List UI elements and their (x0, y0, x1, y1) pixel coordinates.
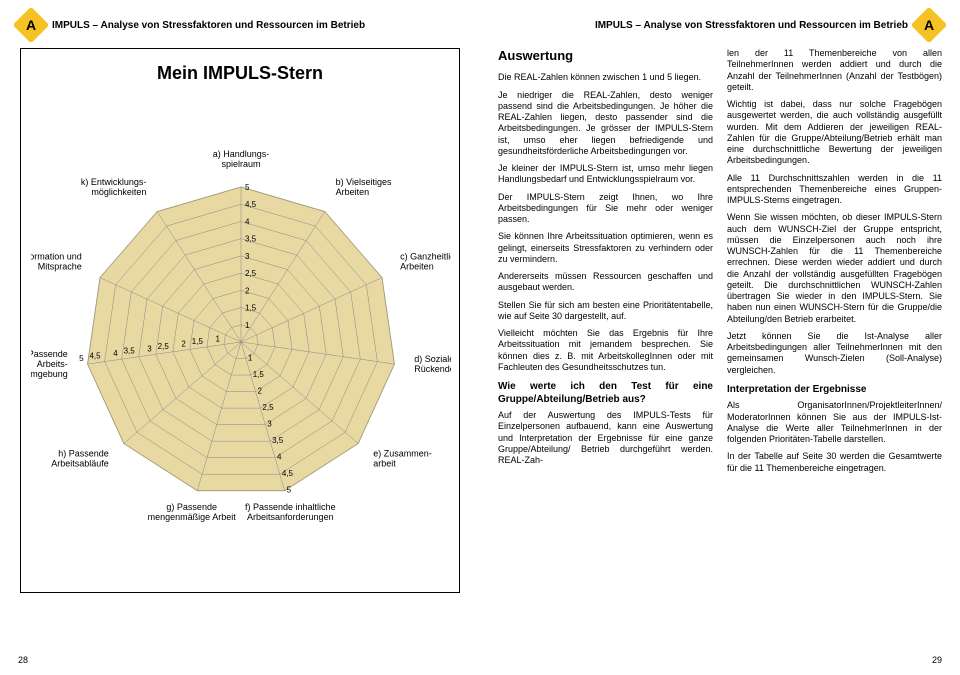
right-page: A IMPULS – Analyse von Stressfaktoren un… (480, 0, 960, 675)
svg-text:Rückendeckung: Rückendeckung (414, 364, 451, 374)
svg-text:i) Passende: i) Passende (31, 349, 68, 359)
svg-text:k) Entwicklungs-: k) Entwicklungs- (81, 177, 147, 187)
svg-text:2: 2 (258, 387, 263, 396)
para: Je kleiner der IMPULS-Stern ist, umso me… (498, 163, 713, 186)
svg-text:1: 1 (245, 321, 250, 330)
col-2: len der 11 Themenbereiche von allen Teil… (727, 48, 942, 480)
svg-text:1,5: 1,5 (245, 304, 257, 313)
left-page: A IMPULS – Analyse von Stressfaktoren un… (0, 0, 480, 675)
svg-text:e) Zusammen-: e) Zusammen- (373, 449, 432, 459)
para: Vielleicht möchten Sie das Ergebnis für … (498, 328, 713, 373)
svg-text:5: 5 (79, 354, 84, 363)
svg-text:3,5: 3,5 (272, 436, 284, 445)
svg-text:Arbeitsanforderungen: Arbeitsanforderungen (247, 512, 334, 522)
para: Je niedriger die REAL-Zahlen, desto weni… (498, 90, 713, 158)
svg-text:b) Vielseitiges: b) Vielseitiges (336, 177, 392, 187)
radar-chart-panel: Mein IMPULS-Stern 11,522,533,544,5511,52… (20, 48, 460, 593)
svg-text:d) Soziale: d) Soziale (414, 354, 451, 364)
svg-text:1,5: 1,5 (192, 337, 204, 346)
right-header: A IMPULS – Analyse von Stressfaktoren un… (498, 12, 942, 38)
para: Der IMPULS-Stern zeigt Ihnen, wo Ihre Ar… (498, 192, 713, 226)
right-header-line: IMPULS – Analyse von Stressfaktoren und … (498, 20, 908, 31)
left-header: A IMPULS – Analyse von Stressfaktoren un… (18, 12, 462, 38)
para: Jetzt können Sie die Ist-Analyse aller A… (727, 331, 942, 376)
para: Sie können Ihre Arbeitssituation optimie… (498, 231, 713, 265)
para: Wichtig ist dabei, dass nur solche Frage… (727, 99, 942, 167)
right-header-title: IMPULS – Analyse von Stressfaktoren und … (498, 20, 908, 31)
svg-text:g) Passende: g) Passende (166, 502, 217, 512)
svg-text:mengenmäßige Arbeit: mengenmäßige Arbeit (148, 512, 237, 522)
svg-text:4: 4 (245, 217, 250, 226)
para: Wenn Sie wissen möchten, ob dieser IMPUL… (727, 212, 942, 325)
svg-text:2,5: 2,5 (262, 403, 274, 412)
svg-text:spielraum: spielraum (221, 159, 260, 169)
svg-text:3: 3 (147, 344, 152, 353)
svg-text:möglichkeiten: möglichkeiten (91, 187, 146, 197)
svg-text:Arbeiten: Arbeiten (400, 261, 434, 271)
svg-text:4,5: 4,5 (245, 200, 257, 209)
radar-chart-svg: 11,522,533,544,5511,522,533,544,5511,522… (31, 92, 451, 562)
svg-text:j) Information und: j) Information und (31, 251, 82, 261)
svg-text:4,5: 4,5 (282, 469, 294, 478)
svg-text:Arbeitsabläufe: Arbeitsabläufe (51, 459, 109, 469)
svg-text:4,5: 4,5 (89, 352, 101, 361)
para: Auf der Auswertung des IMPULS-Tests für … (498, 410, 713, 466)
svg-text:2: 2 (245, 286, 250, 295)
svg-text:1: 1 (248, 354, 253, 363)
svg-text:2: 2 (181, 339, 186, 348)
para: Alle 11 Durchschnittszahlen werden in di… (727, 173, 942, 207)
left-header-title: IMPULS – Analyse von Stressfaktoren und … (52, 20, 462, 31)
page-number-left: 28 (18, 655, 28, 665)
page-number-right: 29 (932, 655, 942, 665)
section-title-auswertung: Auswertung (498, 48, 713, 64)
svg-text:Arbeiten: Arbeiten (336, 187, 370, 197)
left-header-line: IMPULS – Analyse von Stressfaktoren und … (52, 20, 462, 31)
svg-text:3: 3 (267, 420, 272, 429)
para: Stellen Sie für sich am besten eine Prio… (498, 300, 713, 323)
chart-title: Mein IMPULS-Stern (31, 63, 449, 84)
svg-text:4: 4 (277, 453, 282, 462)
para: Als OrganisatorInnen/ProjektleiterInnen/… (727, 400, 942, 445)
svg-text:c) Ganzheitliches: c) Ganzheitliches (400, 251, 451, 261)
svg-text:Arbeits-: Arbeits- (37, 359, 68, 369)
text-columns: Auswertung Die REAL-Zahlen können zwisch… (498, 48, 942, 480)
svg-text:arbeit: arbeit (373, 459, 396, 469)
svg-text:3: 3 (245, 252, 250, 261)
svg-text:a) Handlungs-: a) Handlungs- (213, 149, 270, 159)
para: Die REAL-Zahlen können zwischen 1 und 5 … (498, 72, 713, 83)
svg-text:3,5: 3,5 (124, 347, 136, 356)
svg-text:umgebung: umgebung (31, 369, 68, 379)
col-1: Auswertung Die REAL-Zahlen können zwisch… (498, 48, 713, 480)
svg-text:2,5: 2,5 (158, 342, 170, 351)
svg-text:1: 1 (215, 334, 220, 343)
svg-text:4: 4 (113, 349, 118, 358)
para: Andererseits müssen Ressourcen geschaffe… (498, 271, 713, 294)
svg-text:Mitsprache: Mitsprache (38, 261, 82, 271)
svg-text:5: 5 (287, 486, 292, 495)
subsection-title-interpretation: Interpretation der Ergebnisse (727, 384, 942, 397)
svg-text:h) Passende: h) Passende (58, 449, 109, 459)
double-page-spread: A IMPULS – Analyse von Stressfaktoren un… (0, 0, 960, 675)
svg-text:1,5: 1,5 (253, 370, 265, 379)
subsection-title-group: Wie werte ich den Test für eine Gruppe/A… (498, 381, 713, 406)
para: len der 11 Themenbereiche von allen Teil… (727, 48, 942, 93)
svg-text:2,5: 2,5 (245, 269, 257, 278)
svg-text:f) Passende inhaltliche: f) Passende inhaltliche (245, 502, 336, 512)
chart-wrap: 11,522,533,544,5511,522,533,544,5511,522… (31, 92, 449, 562)
section-badge-right: A (911, 7, 948, 44)
svg-text:3,5: 3,5 (245, 235, 257, 244)
section-badge-left: A (13, 7, 50, 44)
para: In der Tabelle auf Seite 30 werden die G… (727, 451, 942, 474)
svg-text:5: 5 (245, 183, 250, 192)
